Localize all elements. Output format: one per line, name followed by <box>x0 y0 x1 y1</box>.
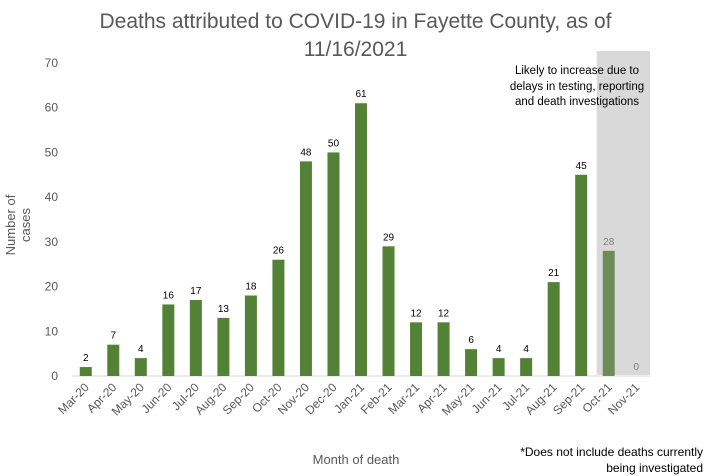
bar-oct-20 <box>272 259 285 376</box>
bar-jul-20 <box>189 299 202 376</box>
bar-oct-21 <box>602 250 615 376</box>
x-tick-label-jun-20: Jun-20 <box>139 380 175 416</box>
footnote: *Does not include deaths currently being… <box>473 444 703 476</box>
bar-apr-20 <box>107 344 120 376</box>
data-label-jun-20: 16 <box>163 290 175 301</box>
data-label-nov-20: 48 <box>300 147 312 158</box>
data-label-apr-21: 12 <box>438 308 450 319</box>
bar-apr-21 <box>437 322 450 376</box>
data-label-sep-21: 45 <box>576 161 588 172</box>
x-tick-label-nov-21: Nov-21 <box>605 380 642 417</box>
y-tick-label: 10 <box>45 324 59 338</box>
y-tick-label: 0 <box>51 369 58 383</box>
bar-jul-21 <box>520 358 533 376</box>
data-label-jan-21: 61 <box>355 89 367 100</box>
data-label-mar-20: 2 <box>83 353 89 364</box>
bar-jun-21 <box>492 358 505 376</box>
chart-title-line-2: 11/16/2021 <box>303 38 408 61</box>
bar-mar-21 <box>410 322 423 376</box>
x-tick-label-mar-20: Mar-20 <box>55 380 92 417</box>
bar-aug-21 <box>547 282 560 376</box>
data-label-oct-21: 28 <box>603 237 615 248</box>
bar-sep-21 <box>575 174 588 376</box>
bar-jun-20 <box>162 304 175 376</box>
y-tick-label: 60 <box>45 101 59 115</box>
bar-mar-20 <box>79 367 92 376</box>
y-axis-label: Number of cases <box>3 194 33 256</box>
footnote-line-1: *Does not include deaths currently <box>520 445 703 459</box>
bar-jan-21 <box>355 103 367 376</box>
data-label-dec-20: 50 <box>328 138 340 149</box>
bar-may-20 <box>134 358 147 376</box>
bar-feb-21 <box>382 246 395 376</box>
bar-dec-20 <box>327 152 340 376</box>
data-label-jul-20: 17 <box>190 286 202 297</box>
footnote-line-2: being investigated <box>606 461 703 475</box>
chart-title-line-1: Deaths attributed to COVID-19 in Fayette… <box>99 10 612 33</box>
y-tick-label: 70 <box>45 56 59 70</box>
x-tick-label-sep-20: Sep-20 <box>220 380 257 417</box>
data-label-mar-21: 12 <box>410 308 422 319</box>
data-label-may-21: 6 <box>468 335 474 346</box>
data-label-nov-21: 0 <box>633 362 639 373</box>
data-label-oct-20: 26 <box>273 246 285 257</box>
x-tick-label-mar-21: Mar-21 <box>385 380 422 417</box>
y-tick-label: 20 <box>45 280 59 294</box>
y-tick-label: 30 <box>45 235 59 249</box>
bar-sep-20 <box>244 295 257 376</box>
bar-may-21 <box>465 349 478 376</box>
x-tick-label-dec-20: Dec-20 <box>302 380 339 417</box>
data-label-sep-20: 18 <box>245 282 257 293</box>
data-label-jun-21: 4 <box>496 344 502 355</box>
x-tick-label-sep-21: Sep-21 <box>550 380 587 417</box>
delay-annotation: Likely to increase due to delays in test… <box>509 65 645 108</box>
x-tick-label-jun-21: Jun-21 <box>469 380 505 416</box>
bar-nov-20 <box>299 161 312 376</box>
x-axis-label: Month of death <box>312 452 400 467</box>
data-label-aug-20: 13 <box>218 304 230 315</box>
data-label-aug-21: 21 <box>548 268 560 279</box>
bar-aug-20 <box>217 317 230 376</box>
y-tick-label: 40 <box>45 190 59 204</box>
data-label-apr-20: 7 <box>111 331 117 342</box>
y-tick-label: 50 <box>45 145 59 159</box>
data-label-jul-21: 4 <box>523 344 529 355</box>
data-label-feb-21: 29 <box>383 232 395 243</box>
data-label-may-20: 4 <box>138 344 144 355</box>
